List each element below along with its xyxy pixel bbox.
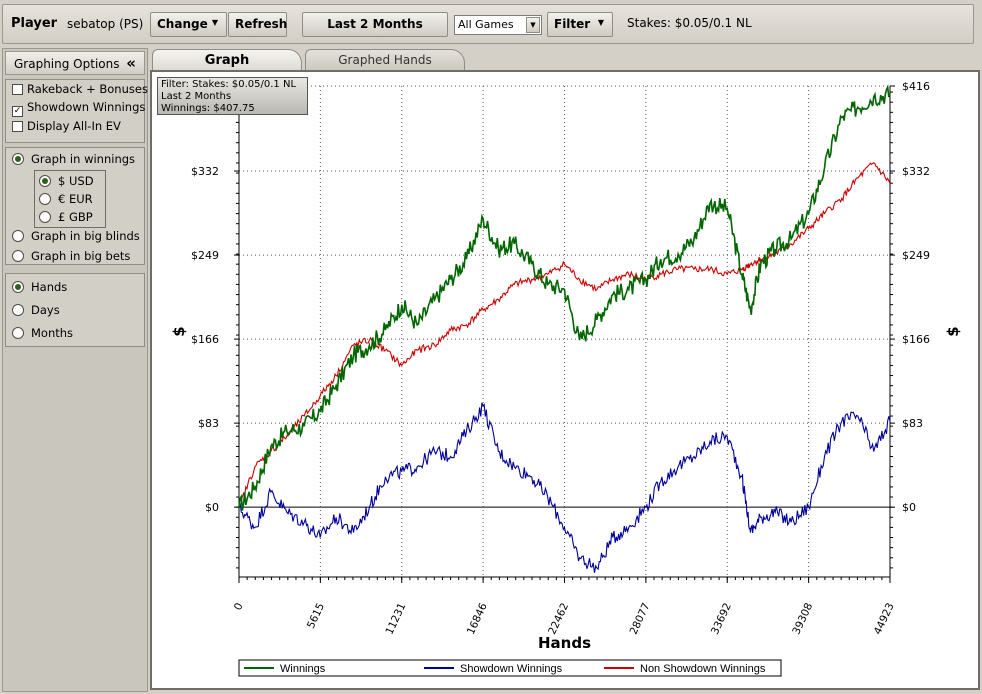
radio-label: Hands <box>31 280 68 294</box>
radio-selected-icon[interactable] <box>39 175 51 187</box>
graphing-options-panel: Graphing Options « Rakeback + Bonuses ✓ S… <box>2 48 148 692</box>
x-tick-label: 33692 <box>709 601 734 636</box>
y-tick-label-right: $166 <box>902 333 930 346</box>
xaxis-days-radio[interactable]: Days <box>12 303 60 317</box>
x-tick-label: 5615 <box>305 601 327 630</box>
checkbox-label: Display All-In EV <box>27 119 121 133</box>
xaxis-months-radio[interactable]: Months <box>12 326 73 340</box>
y-tick-label-left: $0 <box>205 501 219 514</box>
filter-info-box: Filter: Stakes: $0.05/0.1 NL Last 2 Mont… <box>157 77 308 115</box>
display-options-group: Rakeback + Bonuses ✓ Showdown Winnings Di… <box>5 79 148 143</box>
change-button[interactable]: Change ▼ <box>150 12 227 37</box>
radio-icon[interactable] <box>12 327 24 339</box>
info-range-line: Last 2 Months <box>161 91 232 102</box>
y-axis-title-left: $ <box>170 326 188 336</box>
series-line-winnings <box>238 84 891 511</box>
y-tick-label-left: $166 <box>191 333 219 346</box>
caret-down-icon: ▼ <box>597 18 604 27</box>
radio-label: Graph in winnings <box>31 152 136 166</box>
graphing-options-header[interactable]: Graphing Options « <box>5 51 145 75</box>
change-button-label: Change <box>157 17 208 31</box>
player-name: sebatop (PS) <box>67 17 144 31</box>
filter-button-label: Filter <box>554 17 591 31</box>
refresh-button[interactable]: Refresh <box>228 12 287 37</box>
x-tick-label: 0 <box>232 601 246 612</box>
radio-label: £ GBP <box>58 210 93 224</box>
y-tick-label-right: $83 <box>902 417 923 430</box>
top-toolbar: Player sebatop (PS) Change ▼ Refresh Las… <box>2 4 974 44</box>
collapse-icon[interactable]: « <box>126 54 136 72</box>
radio-label: € EUR <box>58 192 93 206</box>
x-axis-title: Hands <box>538 634 591 652</box>
graph-panel: $416$416$332$332$249$249$166$166$83$83$0… <box>150 70 980 690</box>
x-tick-label: 11231 <box>383 601 408 636</box>
radio-icon[interactable] <box>12 250 24 262</box>
all-in-ev-checkbox[interactable]: Display All-In EV <box>12 119 121 133</box>
rakeback-checkbox[interactable]: Rakeback + Bonuses <box>12 82 148 96</box>
graph-in-big-bets-radio[interactable]: Graph in big bets <box>12 249 130 263</box>
radio-icon[interactable] <box>12 304 24 316</box>
y-tick-label-left: $332 <box>191 165 219 178</box>
y-tick-label-left: $249 <box>191 249 219 262</box>
y-tick-label-right: $332 <box>902 165 930 178</box>
y-axis-title-right: $ <box>944 326 962 336</box>
checkbox-checked-icon[interactable]: ✓ <box>12 106 23 117</box>
y-tick-label-right: $0 <box>902 501 916 514</box>
y-tick-label-right: $416 <box>902 80 930 93</box>
legend-label: Winnings <box>280 663 326 675</box>
xaxis-hands-radio[interactable]: Hands <box>12 280 67 294</box>
info-filter-line: Filter: Stakes: $0.05/0.1 NL <box>161 79 297 90</box>
info-winnings-line: Winnings: $407.75 <box>161 103 255 114</box>
radio-label: Days <box>31 303 60 317</box>
radio-label: $ USD <box>58 174 94 188</box>
currency-eur-radio[interactable]: € EUR <box>39 192 93 206</box>
series-line-non-showdown-winnings <box>238 162 891 508</box>
legend-box <box>238 659 782 677</box>
radio-icon[interactable] <box>39 211 51 223</box>
graph-in-winnings-radio[interactable]: Graph in winnings <box>12 152 135 166</box>
radio-selected-icon[interactable] <box>12 153 24 165</box>
player-label: Player <box>11 16 58 31</box>
radio-label: Graph in big blinds <box>31 229 140 243</box>
series-line-showdown-winnings <box>238 402 891 573</box>
checkbox-label: Showdown Winnings <box>27 100 146 114</box>
x-tick-label: 44923 <box>872 601 897 636</box>
winnings-chart: $416$416$332$332$249$249$166$166$83$83$0… <box>170 80 962 677</box>
radio-selected-icon[interactable] <box>12 281 24 293</box>
checkbox-icon[interactable] <box>12 84 23 95</box>
graphing-options-title: Graphing Options <box>14 57 120 71</box>
radio-label: Graph in big bets <box>31 249 131 263</box>
games-select[interactable]: All Games ▼ <box>454 15 542 35</box>
filter-button[interactable]: Filter ▼ <box>547 12 613 37</box>
legend-label: Non Showdown Winnings <box>640 663 766 675</box>
date-range-button[interactable]: Last 2 Months <box>302 12 448 37</box>
tab-graph[interactable]: Graph <box>152 49 302 71</box>
radio-icon[interactable] <box>39 193 51 205</box>
x-tick-label: 22462 <box>546 601 571 636</box>
chevron-down-icon[interactable]: ▼ <box>526 17 540 33</box>
games-select-value: All Games <box>458 18 514 31</box>
xaxis-options-group: Hands Days Months <box>5 273 145 347</box>
x-tick-label: 28077 <box>628 601 653 636</box>
currency-usd-radio[interactable]: $ USD <box>39 174 94 188</box>
y-tick-label-left: $83 <box>198 417 219 430</box>
radio-icon[interactable] <box>12 230 24 242</box>
caret-down-icon: ▼ <box>211 18 218 27</box>
legend-label: Showdown Winnings <box>460 663 563 675</box>
checkbox-icon[interactable] <box>12 121 23 132</box>
stakes-text: Stakes: $0.05/0.1 NL <box>627 16 752 30</box>
checkbox-label: Rakeback + Bonuses <box>27 82 148 96</box>
currency-group: $ USD € EUR £ GBP <box>34 170 106 228</box>
unit-options-group: Graph in winnings $ USD € EUR £ GBP Grap… <box>5 147 145 265</box>
radio-label: Months <box>31 326 74 340</box>
tab-graphed-hands[interactable]: Graphed Hands <box>305 49 465 71</box>
x-tick-label: 16846 <box>465 601 490 637</box>
showdown-winnings-checkbox[interactable]: ✓ Showdown Winnings <box>12 100 145 117</box>
currency-gbp-radio[interactable]: £ GBP <box>39 210 93 224</box>
x-tick-label: 39308 <box>790 601 815 636</box>
graph-in-big-blinds-radio[interactable]: Graph in big blinds <box>12 229 140 243</box>
y-tick-label-right: $249 <box>902 249 930 262</box>
